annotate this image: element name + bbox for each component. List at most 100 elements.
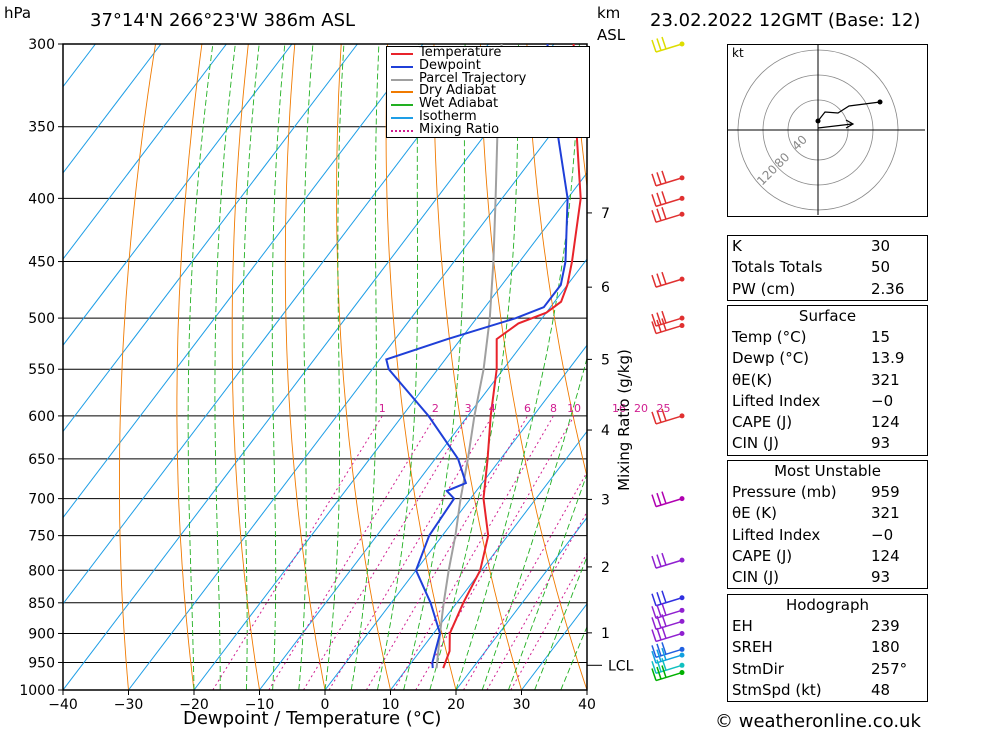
dewpoint-line [385,44,569,669]
isotherm-line [63,44,293,347]
index-value: 48 [871,680,891,699]
dry-adiabat-line [284,44,326,690]
section-title: Surface [798,307,857,325]
temp-tick-label: 0 [321,697,330,713]
pressure-tick-label: 850 [28,596,55,612]
index-value: 50 [871,258,891,277]
legend-item: Mixing Ratio [387,121,589,137]
wind-barb-feather [661,318,667,331]
index-value: 13.9 [871,349,905,368]
hodograph-trace [817,101,881,122]
legend-swatch [391,104,413,107]
wind-barb-feather [661,590,667,603]
temp-tick-label: 10 [382,697,400,713]
index-value: 124 [871,546,900,565]
km-tick-label: 4 [601,423,610,439]
wind-barb-feather [661,271,667,285]
pressure-tick-label: 800 [28,563,55,579]
index-value: 321 [871,504,900,523]
index-value: 180 [871,638,900,657]
index-row: SREH 180 [728,637,927,658]
wind-barb-feather [656,492,662,506]
index-row: K 30 [728,236,927,257]
index-row: Lifted Index −0 [728,391,927,412]
dry-adiabat-line [945,44,1000,690]
pressure-tick-label: 300 [28,37,55,53]
wind-barb-feather [656,649,662,662]
surface-box: Surface Temp (°C) 15 Dewp (°C) 13.9 θE(K) 321 L… [727,305,928,456]
wind-barb-feather [661,603,667,616]
isotherm-line [390,430,587,690]
index-value: −0 [871,525,894,544]
wind-barb-feather [661,552,667,566]
mixing-ratio-tick-label: 2 [432,402,439,415]
pressure-tick-label: 750 [28,529,55,545]
hodograph-start-dot [815,118,821,124]
wind-barb-feather [661,626,667,639]
dry-adiabat-line [479,44,587,690]
wind-barb-feather [651,494,657,507]
mixing-ratio-tick-label: 25 [656,402,670,415]
wind-barb-feather [656,591,662,605]
wet-adiabat-line [350,44,380,690]
index-label: EH [732,617,753,635]
wind-barb-feather [651,313,657,327]
mixing-ratio-line [268,415,436,690]
temp-tick-label: 30 [513,697,531,713]
index-label: Totals Totals [732,258,823,277]
pressure-tick-label: 350 [28,120,55,136]
index-label: Pressure (mb) [732,483,837,501]
wind-barb-feather [656,273,662,286]
legend-item: Temperature [387,46,589,60]
isotherm-line [63,44,555,690]
legend-item: Wet Adiabat [387,96,589,112]
wind-barb-feather [656,659,662,673]
footer-copyright: © weatheronline.co.uk [715,711,921,732]
wind-barb-feather [651,617,657,630]
wind-barb-feather [661,614,667,627]
wind-barb-feather [656,554,662,567]
wind-barb-feather [661,310,667,324]
legend-swatch [391,78,413,81]
index-value: 2.36 [871,279,905,298]
legend-label: Wet Adiabat [419,96,499,112]
pressure-tick-label: 900 [28,626,55,642]
dry-adiabat-line [526,44,587,479]
index-label: θE (K) [732,504,777,523]
wet-adiabat-line [376,44,420,690]
wind-barb-feather [651,629,657,642]
wind-barb-feather [661,408,667,422]
index-label: CAPE (J) [732,413,793,432]
wind-barb-feather [661,206,667,220]
wind-barb-feather [651,645,657,658]
km-tick-label: 2 [601,560,610,576]
index-label: Dewp (°C) [732,349,810,368]
index-row: θE (K) 321 [728,503,927,524]
legend-label: Mixing Ratio [419,121,500,137]
index-value: 959 [871,483,900,501]
wind-barb-feather [656,410,662,423]
km-tick-label: 6 [601,280,610,296]
index-row: EH 239 [728,616,927,637]
mixing-ratio-axis-label: Mixing Ratio (g/kg) [615,349,633,491]
wind-barb-feather [656,666,662,680]
wind-barb-feather [661,647,667,661]
index-value: 93 [871,434,891,453]
hodograph-panel: kt [727,44,928,217]
dry-adiabat-line [336,44,391,690]
index-row: StmDir 257° [728,659,927,680]
hodograph-unit-label: kt [732,46,744,60]
wet-adiabat-line [242,44,260,690]
mixing-ratio-line [212,415,383,690]
legend-item: Isotherm [387,110,589,124]
index-label: θE(K) [732,370,773,389]
wind-barb-feather [651,321,657,334]
chart-legend: Temperature Dewpoint Parcel Trajectory Dry … [386,46,590,138]
km-tick-label: 7 [601,206,610,222]
hpa-label: hPa [4,4,32,22]
index-row: Dewp (°C) 13.9 [728,348,927,369]
index-value: 93 [871,568,891,587]
pressure-tick-label: 550 [28,362,55,378]
wind-barb-feather [656,615,662,629]
